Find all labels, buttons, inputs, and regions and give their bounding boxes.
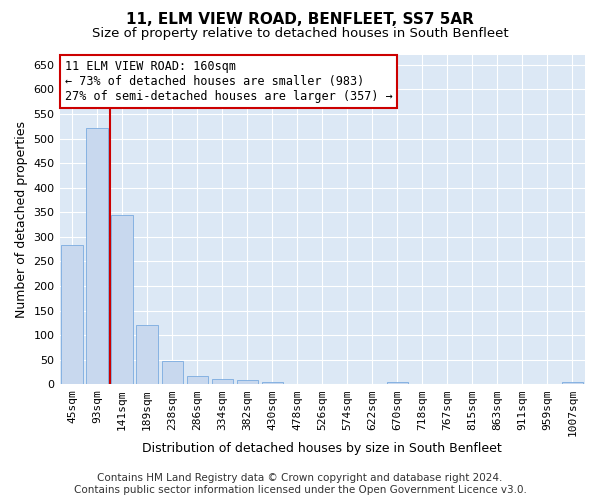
Bar: [136, 326, 158, 384]
Bar: [187, 376, 208, 384]
Text: Size of property relative to detached houses in South Benfleet: Size of property relative to detached ho…: [92, 28, 508, 40]
Bar: [562, 382, 583, 384]
Y-axis label: Number of detached properties: Number of detached properties: [15, 121, 28, 318]
Bar: [86, 128, 108, 384]
Bar: [236, 380, 258, 384]
Bar: [387, 382, 408, 384]
Text: Contains HM Land Registry data © Crown copyright and database right 2024.
Contai: Contains HM Land Registry data © Crown c…: [74, 474, 526, 495]
Bar: [112, 215, 133, 384]
Bar: [212, 380, 233, 384]
Bar: [262, 382, 283, 384]
Bar: [61, 245, 83, 384]
Text: 11 ELM VIEW ROAD: 160sqm
← 73% of detached houses are smaller (983)
27% of semi-: 11 ELM VIEW ROAD: 160sqm ← 73% of detach…: [65, 60, 392, 103]
Bar: [161, 360, 183, 384]
X-axis label: Distribution of detached houses by size in South Benfleet: Distribution of detached houses by size …: [142, 442, 502, 455]
Text: 11, ELM VIEW ROAD, BENFLEET, SS7 5AR: 11, ELM VIEW ROAD, BENFLEET, SS7 5AR: [126, 12, 474, 28]
